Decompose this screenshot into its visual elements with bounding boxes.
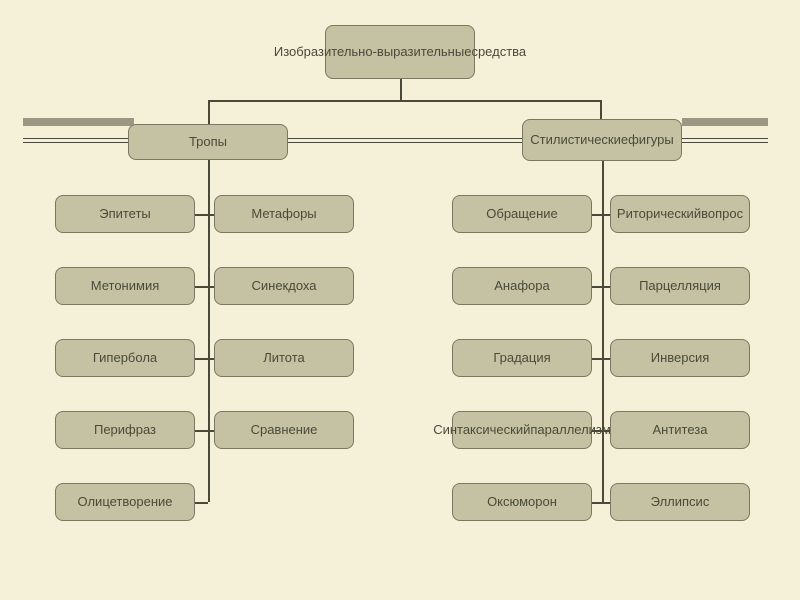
branch-1: Стилистическиефигуры [522,119,682,161]
branch-1-right-2-label: Инверсия [651,350,710,366]
branch-1-right-1-label: Парцелляция [639,278,721,294]
branch-1-left-4: Оксюморон [452,483,592,521]
branch-1-label: Стилистические [530,132,628,148]
branch-0-right-2-label: Литота [263,350,305,366]
branch-1-right-1: Парцелляция [610,267,750,305]
branch-0-left-2-label: Гипербола [93,350,157,366]
branch-0-right-3-label: Сравнение [251,422,318,438]
branch-1-left-2: Градация [452,339,592,377]
branch-1-left-0: Обращение [452,195,592,233]
branch-1-left-1: Анафора [452,267,592,305]
branch-0-left-2: Гипербола [55,339,195,377]
branch-1-right-4: Эллипсис [610,483,750,521]
root-node-label: средства [471,44,526,60]
root-node: Изобразительно-выразительныесредства [325,25,475,79]
branch-1-left-1-label: Анафора [494,278,549,294]
branch-0-left-1-label: Метонимия [91,278,160,294]
branch-1-left-3: Синтаксическийпараллелизм [452,411,592,449]
branch-0: Тропы [128,124,288,160]
root-node-label: Изобразительно- [274,44,377,60]
branch-0-left-3-label: Перифраз [94,422,156,438]
branch-0-right-1-label: Синекдоха [252,278,317,294]
root-node-label: выразительные [377,44,472,60]
branch-0-left-1: Метонимия [55,267,195,305]
branch-0-right-3: Сравнение [214,411,354,449]
branch-1-left-0-label: Обращение [486,206,557,222]
branch-1-right-0-label: вопрос [701,206,743,222]
branch-1-left-2-label: Градация [493,350,550,366]
branch-0-left-0: Эпитеты [55,195,195,233]
branch-1-right-4-label: Эллипсис [651,494,710,510]
branch-0-right-0: Метафоры [214,195,354,233]
branch-1-right-3-label: Антитеза [652,422,707,438]
branch-0-left-4-label: Олицетворение [78,494,173,510]
branch-1-right-0-label: Риторический [617,206,701,222]
branch-0-left-3: Перифраз [55,411,195,449]
branch-0-right-0-label: Метафоры [251,206,316,222]
branch-1-left-3-label: Синтаксический [433,422,530,438]
branch-1-left-4-label: Оксюморон [487,494,557,510]
branch-0-left-4: Олицетворение [55,483,195,521]
branch-1-right-3: Антитеза [610,411,750,449]
branch-1-right-2: Инверсия [610,339,750,377]
branch-0-right-2: Литота [214,339,354,377]
branch-1-label: фигуры [628,132,674,148]
branch-0-label: Тропы [189,134,227,150]
branch-0-right-1: Синекдоха [214,267,354,305]
branch-0-left-0-label: Эпитеты [99,206,151,222]
branch-1-right-0: Риторическийвопрос [610,195,750,233]
